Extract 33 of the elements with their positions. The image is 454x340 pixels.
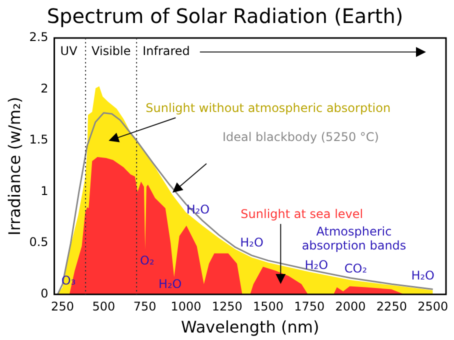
series-label: Sunlight without atmospheric absorption (146, 100, 391, 115)
x-axis-title: Wavelength (nm) (181, 318, 320, 337)
annotation: Atmospheric absorption bands (302, 224, 406, 253)
x-tick-label: 2000 (335, 300, 366, 314)
y-axis-title: Irradiance (w/m₂) (4, 96, 24, 236)
x-tick-label: 2500 (418, 300, 448, 314)
x-tick-label: 2250 (376, 300, 407, 314)
y-tick-label: 2.5 (29, 30, 48, 44)
y-tick-label: 0 (40, 286, 48, 301)
y-tick-label: 1 (40, 184, 48, 198)
x-tick-label: 500 (92, 300, 116, 314)
annotation: H₂O (411, 268, 434, 282)
annotation: CO₂ (344, 261, 368, 276)
annotation: H₂O (240, 236, 264, 250)
y-tick-label: 2 (40, 81, 48, 96)
x-tick-label: 1000 (170, 300, 202, 314)
annotation: Infrared (142, 44, 190, 58)
annotation: UV (60, 44, 78, 58)
x-tick-label: 1250 (212, 300, 242, 314)
annotation: H₂O (186, 202, 210, 216)
annotation: O₂ (140, 253, 154, 268)
x-tick-label: 1750 (294, 300, 325, 314)
annotation: Visible (92, 44, 131, 58)
text: Ideal blackbody (5250 °C) (222, 130, 379, 144)
chart-title: Spectrum of Solar Radiation (Earth) (46, 4, 404, 28)
y-tick-label: 0.5 (29, 235, 48, 250)
text: Sunlight at sea level (240, 207, 364, 222)
y-tick-label: 1.5 (29, 132, 48, 147)
x-tick-label: 750 (133, 300, 156, 314)
annotation: H₂O (304, 258, 328, 272)
x-tick-label: 1500 (252, 300, 284, 314)
x-tick-label: 250 (51, 300, 74, 314)
annotation: H₂O (158, 277, 182, 292)
